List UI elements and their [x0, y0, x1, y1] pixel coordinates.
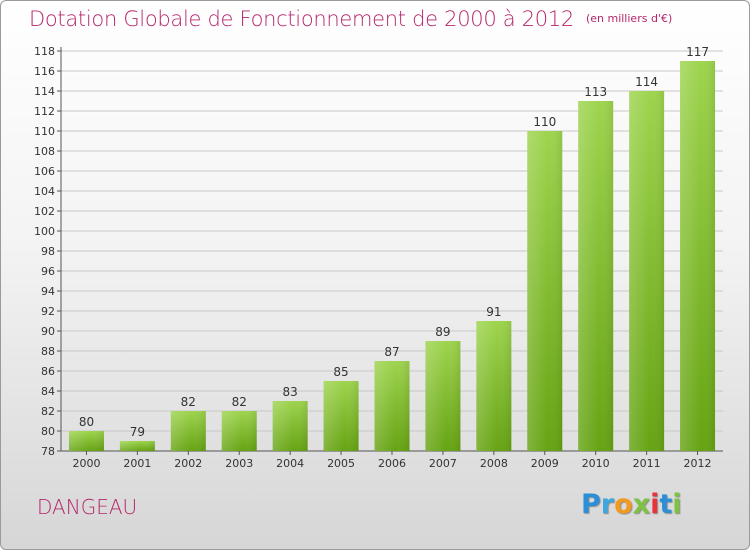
data-label: 85	[333, 365, 348, 379]
bar-highlight	[527, 131, 563, 451]
y-tick-label: 88	[41, 345, 55, 358]
y-tick-label: 104	[34, 185, 55, 198]
bar-highlight	[425, 341, 461, 451]
data-label: 91	[486, 305, 501, 319]
x-tick-label: 2012	[684, 457, 712, 470]
bar-highlight	[476, 321, 512, 451]
data-label: 114	[635, 75, 658, 89]
commune-name: DANGEAU	[37, 495, 138, 519]
x-tick-label: 2008	[480, 457, 508, 470]
x-tick-label: 2009	[531, 457, 559, 470]
chart-title: Dotation Globale de Fonctionnement de 20…	[29, 7, 672, 31]
chart-title-main: Dotation Globale de Fonctionnement de 20…	[29, 7, 574, 31]
proxiti-logo[interactable]: Proxiti	[581, 489, 682, 520]
y-tick-label: 118	[34, 45, 55, 58]
logo-letter: o	[614, 489, 633, 520]
bar-highlight	[629, 91, 665, 451]
logo-letter: i	[672, 489, 682, 520]
data-label: 89	[435, 325, 450, 339]
logo-letter: P	[581, 489, 601, 520]
bar-highlight	[374, 361, 410, 451]
logo-letter: x	[632, 489, 651, 520]
data-label: 87	[384, 345, 399, 359]
bar-highlight	[578, 101, 614, 451]
y-tick-label: 94	[41, 285, 55, 298]
y-tick-label: 78	[41, 445, 55, 458]
bar-highlight	[221, 411, 257, 451]
x-tick-label: 2005	[327, 457, 355, 470]
data-label: 80	[79, 415, 94, 429]
y-tick-label: 82	[41, 405, 55, 418]
y-tick-label: 92	[41, 305, 55, 318]
bar-highlight	[119, 441, 155, 451]
y-tick-label: 110	[34, 125, 55, 138]
x-tick-label: 2010	[582, 457, 610, 470]
x-tick-label: 2007	[429, 457, 457, 470]
x-tick-label: 2004	[276, 457, 304, 470]
data-label: 82	[181, 395, 196, 409]
data-label: 110	[533, 115, 556, 129]
y-tick-label: 100	[34, 225, 55, 238]
y-tick-label: 84	[41, 385, 55, 398]
bar-highlight	[170, 411, 206, 451]
y-tick-label: 90	[41, 325, 55, 338]
y-tick-label: 108	[34, 145, 55, 158]
y-tick-label: 86	[41, 365, 55, 378]
logo-letter: i	[650, 489, 660, 520]
logo-letter: t	[659, 489, 673, 520]
data-label: 113	[584, 85, 607, 99]
y-tick-label: 102	[34, 205, 55, 218]
y-tick-label: 80	[41, 425, 55, 438]
logo-letter: r	[600, 489, 615, 520]
y-tick-label: 106	[34, 165, 55, 178]
data-label: 83	[283, 385, 298, 399]
x-tick-label: 2006	[378, 457, 406, 470]
data-label: 79	[130, 425, 145, 439]
bar-highlight	[272, 401, 308, 451]
data-label: 117	[686, 45, 709, 59]
bar-highlight	[680, 61, 716, 451]
y-tick-label: 98	[41, 245, 55, 258]
y-tick-label: 96	[41, 265, 55, 278]
x-tick-label: 2003	[225, 457, 253, 470]
data-labels: 80 79 82 82 83 85 87 89 91 110 113 114 117	[79, 45, 709, 439]
bars	[68, 61, 716, 451]
y-tick-label: 114	[34, 85, 55, 98]
bar-highlight	[323, 381, 359, 451]
y-tick-label: 116	[34, 65, 55, 78]
data-label: 82	[232, 395, 247, 409]
chart-title-unit: (en milliers d'€)	[585, 12, 673, 25]
bar-highlight	[68, 431, 104, 451]
x-tick-label: 2000	[72, 457, 100, 470]
x-tick-label: 2001	[123, 457, 151, 470]
x-tick-label: 2011	[633, 457, 661, 470]
x-tick-label: 2002	[174, 457, 202, 470]
y-tick-label: 112	[34, 105, 55, 118]
